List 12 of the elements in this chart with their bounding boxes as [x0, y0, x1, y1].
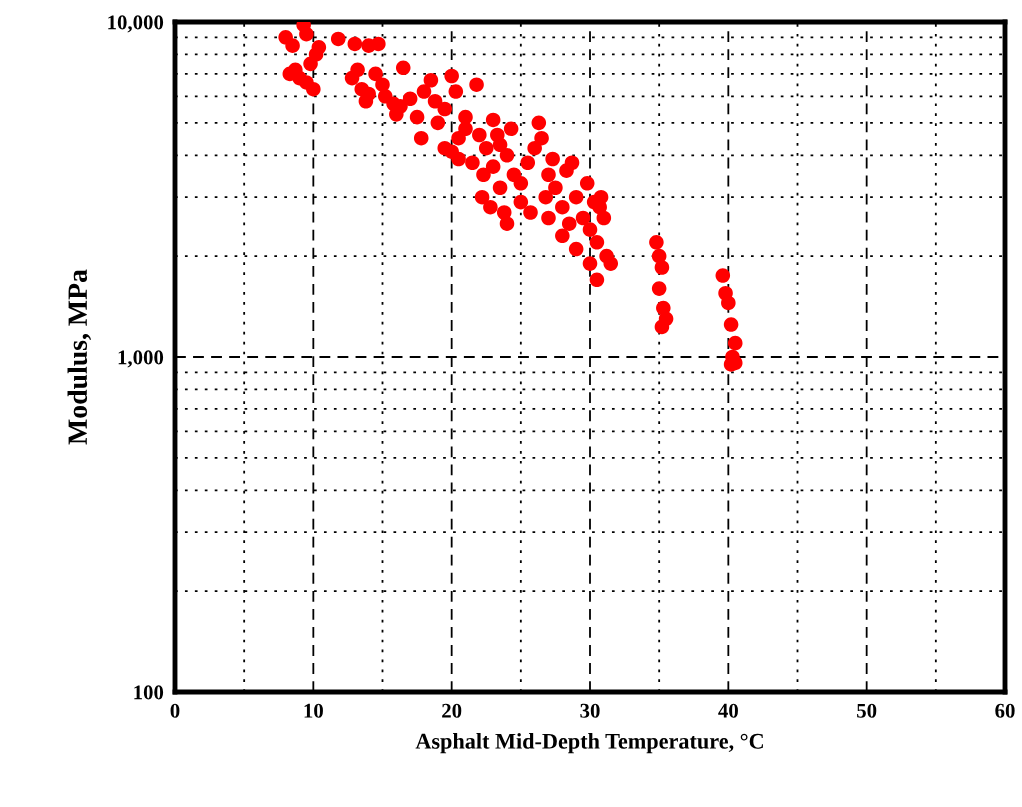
x-tick-label: 60 — [995, 703, 1015, 718]
x-tick-label: 50 — [857, 703, 877, 718]
y-tick-label: 10,000 — [108, 15, 164, 33]
y-axis-title: Modulus, MPa — [67, 269, 92, 445]
y-tick-label: 1,000 — [118, 350, 164, 368]
x-tick-label: 10 — [304, 703, 323, 718]
x-tick-label: 0 — [170, 703, 180, 718]
x-tick-label: 30 — [580, 703, 600, 718]
x-axis-title: Asphalt Mid-Depth Temperature, °C — [415, 733, 763, 754]
y-tick-label: 100 — [134, 685, 164, 700]
x-tick-label: 40 — [718, 703, 738, 718]
x-tick-label: 20 — [442, 703, 462, 718]
